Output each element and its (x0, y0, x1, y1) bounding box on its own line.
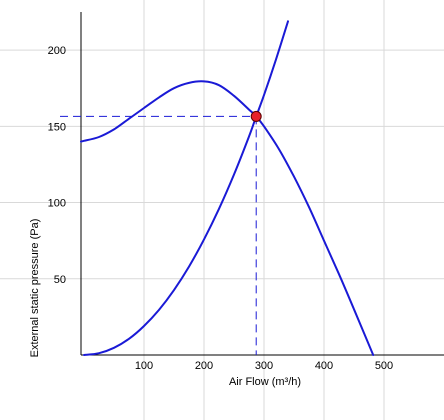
y-tick-label-50: 50 (54, 274, 66, 286)
axes (80, 12, 444, 356)
y-tick-label-200: 200 (48, 45, 66, 57)
series (80, 20, 375, 356)
operating-point-marker (250, 110, 262, 122)
x-tick-label-200: 200 (195, 360, 213, 372)
x-tick-label-100: 100 (135, 360, 153, 372)
tick-labels: 100 200 300 400 500 50 100 150 200 (48, 45, 394, 372)
system-curve-line (83, 20, 289, 356)
y-axis-title: External static pressure (Pa) (29, 219, 41, 358)
y-tick-label-100: 100 (48, 198, 66, 210)
x-tick-label-500: 500 (375, 360, 393, 372)
y-tick-label-150: 150 (48, 121, 66, 133)
x-axis-title: Air Flow (m³/h) (229, 376, 301, 388)
guide-lines (60, 115, 257, 355)
x-tick-label-300: 300 (255, 360, 273, 372)
operating-point-layer (250, 110, 262, 122)
x-tick-label-400: 400 (315, 360, 333, 372)
fan-curve-line (80, 80, 375, 356)
